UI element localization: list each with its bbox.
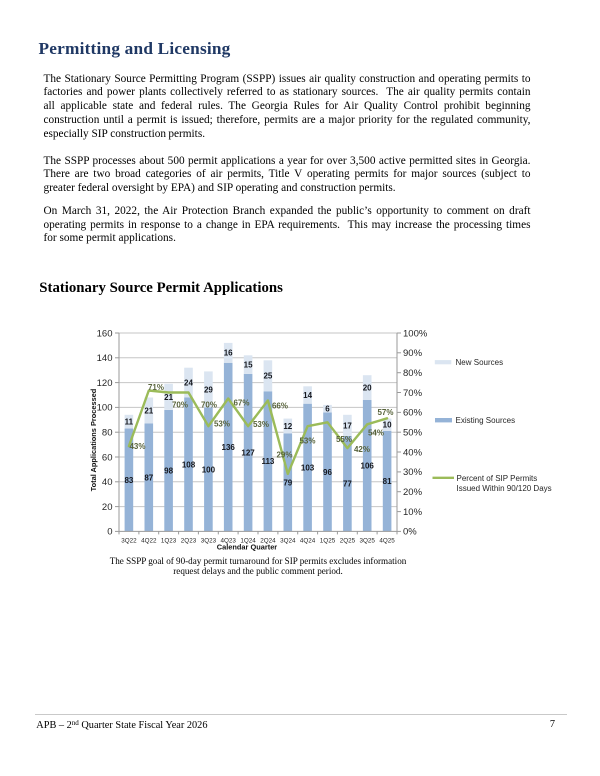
- svg-text:20: 20: [102, 502, 113, 513]
- svg-text:6: 6: [325, 405, 330, 414]
- svg-text:Total Applications Processed: Total Applications Processed: [89, 388, 98, 491]
- svg-text:53%: 53%: [299, 436, 315, 445]
- svg-text:1Q25: 1Q25: [320, 538, 336, 545]
- svg-text:70%: 70%: [403, 388, 423, 399]
- svg-text:2Q24: 2Q24: [260, 538, 276, 545]
- svg-text:96: 96: [323, 468, 332, 477]
- svg-text:40%: 40%: [403, 447, 423, 458]
- svg-text:60%: 60%: [403, 408, 423, 419]
- svg-text:67%: 67%: [233, 399, 249, 408]
- svg-text:57%: 57%: [377, 408, 393, 417]
- svg-text:103: 103: [301, 463, 315, 472]
- svg-text:42%: 42%: [354, 445, 370, 454]
- svg-text:12: 12: [283, 422, 292, 431]
- svg-text:70%: 70%: [201, 400, 217, 409]
- svg-text:20%: 20%: [403, 487, 423, 498]
- svg-text:80: 80: [102, 428, 113, 439]
- svg-text:10%: 10%: [403, 507, 423, 518]
- svg-text:160: 160: [97, 328, 113, 339]
- svg-text:127: 127: [241, 449, 255, 458]
- svg-text:120: 120: [97, 378, 113, 389]
- svg-text:100: 100: [97, 403, 113, 414]
- svg-text:Issued Within 90/120 Days: Issued Within 90/120 Days: [457, 484, 552, 493]
- svg-text:98: 98: [164, 467, 173, 476]
- svg-text:2Q25: 2Q25: [340, 538, 356, 545]
- svg-text:3Q24: 3Q24: [280, 538, 296, 545]
- svg-text:20: 20: [363, 384, 372, 393]
- svg-text:54%: 54%: [368, 428, 384, 437]
- svg-text:83: 83: [124, 476, 133, 485]
- svg-text:136: 136: [222, 443, 236, 452]
- svg-text:21: 21: [164, 393, 173, 402]
- svg-text:55%: 55%: [336, 435, 352, 444]
- svg-text:16: 16: [224, 349, 233, 358]
- svg-text:24: 24: [184, 379, 193, 388]
- svg-text:53%: 53%: [253, 420, 269, 429]
- svg-text:3Q23: 3Q23: [201, 538, 217, 545]
- svg-text:4Q22: 4Q22: [141, 538, 157, 545]
- svg-text:43%: 43%: [129, 442, 145, 451]
- svg-text:40: 40: [102, 477, 113, 488]
- svg-text:100: 100: [202, 465, 216, 474]
- svg-text:66%: 66%: [272, 401, 288, 410]
- svg-text:71%: 71%: [148, 383, 164, 392]
- svg-text:Calendar Quarter: Calendar Quarter: [217, 543, 278, 552]
- svg-text:3Q25: 3Q25: [359, 538, 375, 545]
- svg-text:0%: 0%: [403, 527, 417, 538]
- svg-text:77: 77: [343, 480, 352, 489]
- svg-text:4Q25: 4Q25: [379, 538, 395, 545]
- svg-text:21: 21: [144, 406, 153, 415]
- svg-text:81: 81: [383, 477, 392, 486]
- svg-text:15: 15: [244, 361, 253, 370]
- svg-text:90%: 90%: [403, 348, 423, 359]
- svg-text:60: 60: [102, 452, 113, 463]
- svg-text:3Q22: 3Q22: [121, 538, 137, 545]
- svg-text:14: 14: [303, 391, 312, 400]
- svg-text:108: 108: [182, 460, 196, 469]
- svg-text:113: 113: [261, 457, 274, 466]
- svg-text:11: 11: [125, 418, 134, 427]
- svg-text:Existing Sources: Existing Sources: [456, 416, 516, 425]
- svg-text:10: 10: [383, 421, 392, 430]
- svg-text:17: 17: [343, 421, 352, 430]
- svg-text:80%: 80%: [403, 368, 423, 379]
- svg-text:2Q23: 2Q23: [181, 538, 197, 545]
- svg-text:29: 29: [204, 385, 213, 394]
- svg-text:1Q23: 1Q23: [161, 538, 177, 545]
- svg-text:25: 25: [263, 372, 272, 381]
- svg-text:29%: 29%: [276, 450, 292, 459]
- svg-text:50%: 50%: [403, 428, 423, 439]
- svg-text:100%: 100%: [403, 328, 428, 339]
- svg-text:4Q23: 4Q23: [220, 538, 236, 545]
- svg-text:30%: 30%: [403, 467, 423, 478]
- svg-text:106: 106: [361, 462, 375, 471]
- svg-text:0: 0: [107, 527, 112, 538]
- svg-text:87: 87: [144, 473, 153, 482]
- svg-text:4Q24: 4Q24: [300, 538, 316, 545]
- svg-text:1Q24: 1Q24: [240, 538, 256, 545]
- svg-text:70%: 70%: [172, 400, 188, 409]
- svg-text:140: 140: [97, 353, 113, 364]
- svg-text:Percent of SIP Permits: Percent of SIP Permits: [457, 474, 538, 483]
- svg-text:79: 79: [283, 478, 292, 487]
- svg-text:New Sources: New Sources: [456, 358, 504, 367]
- svg-text:53%: 53%: [214, 419, 230, 428]
